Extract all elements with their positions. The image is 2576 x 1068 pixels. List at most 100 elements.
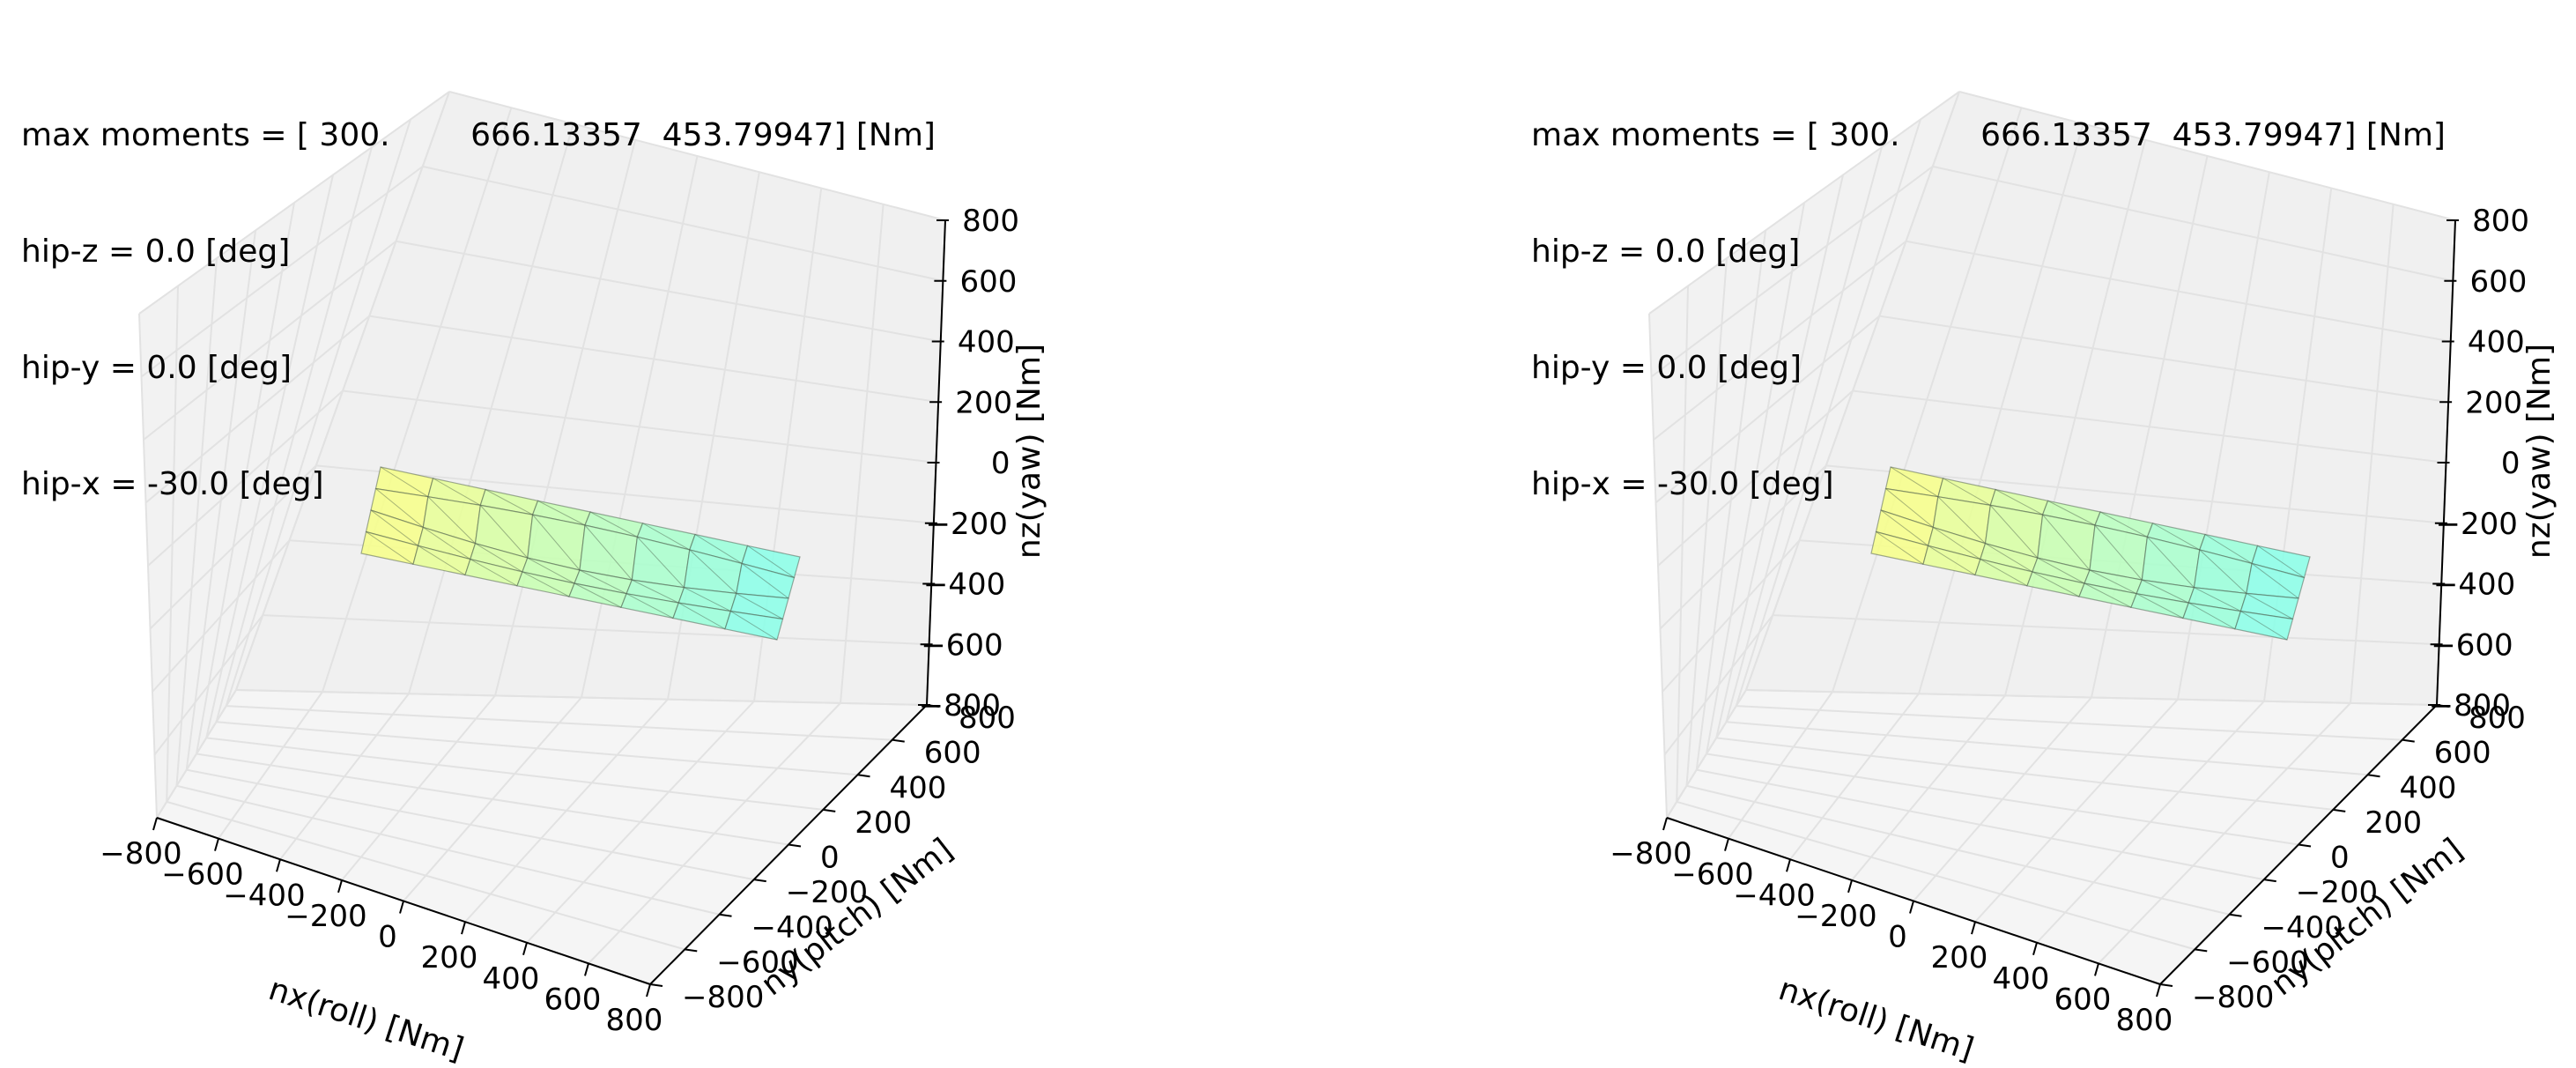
surface-edge [380,466,429,498]
surface-edge [736,592,783,619]
surface-edge [1989,505,2039,559]
x-tick-label: 800 [2116,1003,2173,1038]
z-tick-label: 200 [955,385,1012,420]
y-tick [2402,738,2415,743]
y-tick [753,879,766,883]
surface-edge [418,545,466,575]
info-text-right: max moments = [ 300. 666.13357 453.79947… [1531,39,2446,582]
surface-edge [2188,602,2236,630]
info-text-left: max moments = [ 300. 666.13357 453.79947… [21,39,936,582]
y-tick-label: −400 [751,910,833,946]
surface-edge [2246,592,2293,619]
surface-edge [2037,557,2085,584]
x-tick-label: −600 [1671,857,1753,893]
surface-edge [730,611,778,641]
y-tick-label: 0 [820,841,840,876]
surface-edge [2199,549,2247,594]
x-tick-label: 400 [483,961,540,997]
surface-edge [579,569,627,595]
hip-z-label: hip-z = 0.0 [deg] [21,234,291,270]
y-tick-label: 800 [2469,701,2526,736]
x-tick [2032,942,2038,956]
y-tick-label: 200 [2365,805,2422,841]
y-tick-label: −800 [2192,980,2274,1015]
x-axis-title: nx(roll) [Nm] [1774,971,1978,1068]
y-tick-label: −200 [2296,875,2378,910]
z-tick-label: −600 [921,627,1003,663]
z-tick-label: −200 [925,507,1007,542]
surface-edge [527,557,575,584]
y-tick-label: −600 [716,945,798,980]
hip-x-label: hip-x = -30.0 [deg] [1531,466,1834,502]
surface-edge [642,523,690,551]
y-tick-label: −800 [682,980,764,1015]
surface-edge [2099,511,2148,538]
z-tick-label: −400 [2433,567,2515,603]
x-tick [2094,963,2099,976]
y-tick [857,774,870,778]
y-tick-label: 600 [924,736,981,771]
x-tick [337,879,343,894]
surface-facet [724,610,784,641]
x-tick [1786,858,1791,872]
x-tick [1971,921,1976,935]
surface-edge [2089,569,2137,595]
x-tick [584,963,589,976]
surface-edge [684,587,731,612]
y-tick [2367,774,2380,778]
surface-edge [1937,496,1986,545]
surface-edge [678,602,726,630]
surface-edge [2136,593,2184,619]
plot-panel-left: −800 −600 −400 −200 0 200 400 600 800 −800 −600 −40… [21,39,1047,1068]
z-tick-label: −800 [919,688,1001,723]
surface-facet [2234,610,2294,641]
x-tick-label: 0 [378,920,397,955]
surface-edge [422,526,471,560]
hip-x-label: hip-x = -30.0 [deg] [21,466,324,502]
hip-y-label: hip-y = 0.0 [deg] [21,350,292,386]
x-tick-label: −200 [1795,899,1876,934]
y-tick [2229,913,2242,917]
grid-lines [1648,91,2456,985]
z-axis-title: nz(yaw) [Nm] [1011,344,1047,559]
3d-axes-left: −800−600−400−2000200400600800−800−600−40… [100,91,1047,1068]
z-tick-label: −600 [2431,627,2513,663]
x-tick [214,838,219,851]
surface-edge [1880,509,1928,546]
surface-edge [366,531,414,565]
y-tick [719,913,732,917]
surface-edge [2147,536,2195,589]
surface-edge [2032,571,2080,597]
surface-edge [532,514,581,571]
hip-z-label: hip-z = 0.0 [deg] [1531,234,1801,270]
y-tick [649,983,663,987]
surface-edge [2047,500,2096,526]
surface-edge [589,511,638,538]
surface-edge [479,505,529,559]
surface-edge [689,549,737,594]
3d-axes-right: −800−600−400−2000200400600800−800−600−40… [1610,91,2557,1068]
y-tick-label: 400 [2400,770,2457,805]
surface-edge [2240,611,2288,641]
y-tick [892,738,905,743]
y-tick-label: 400 [890,770,947,805]
surface-edge [2084,582,2132,608]
x-tick [1724,838,1729,851]
x-tick [1662,817,1668,831]
surface-edge [1928,545,1976,575]
surface-edge [584,524,633,581]
x-tick-label: 600 [2054,982,2112,1017]
y-tick-label: 0 [2330,841,2350,876]
x-tick-label: 0 [1888,920,1907,955]
z-tick-label: 800 [962,204,1019,239]
z-axis-title: nz(yaw) [Nm] [2521,344,2557,559]
surface-edge [625,593,674,619]
surface-edge [522,571,570,597]
z-tick-label: 0 [991,446,1010,481]
z-tick-label: −200 [2435,507,2517,542]
hip-y-label: hip-y = 0.0 [deg] [1531,350,1802,386]
y-tick-label: 200 [855,805,912,841]
surface-edge [637,536,685,589]
surface-edge [741,563,789,599]
x-tick-label: −200 [285,899,366,934]
